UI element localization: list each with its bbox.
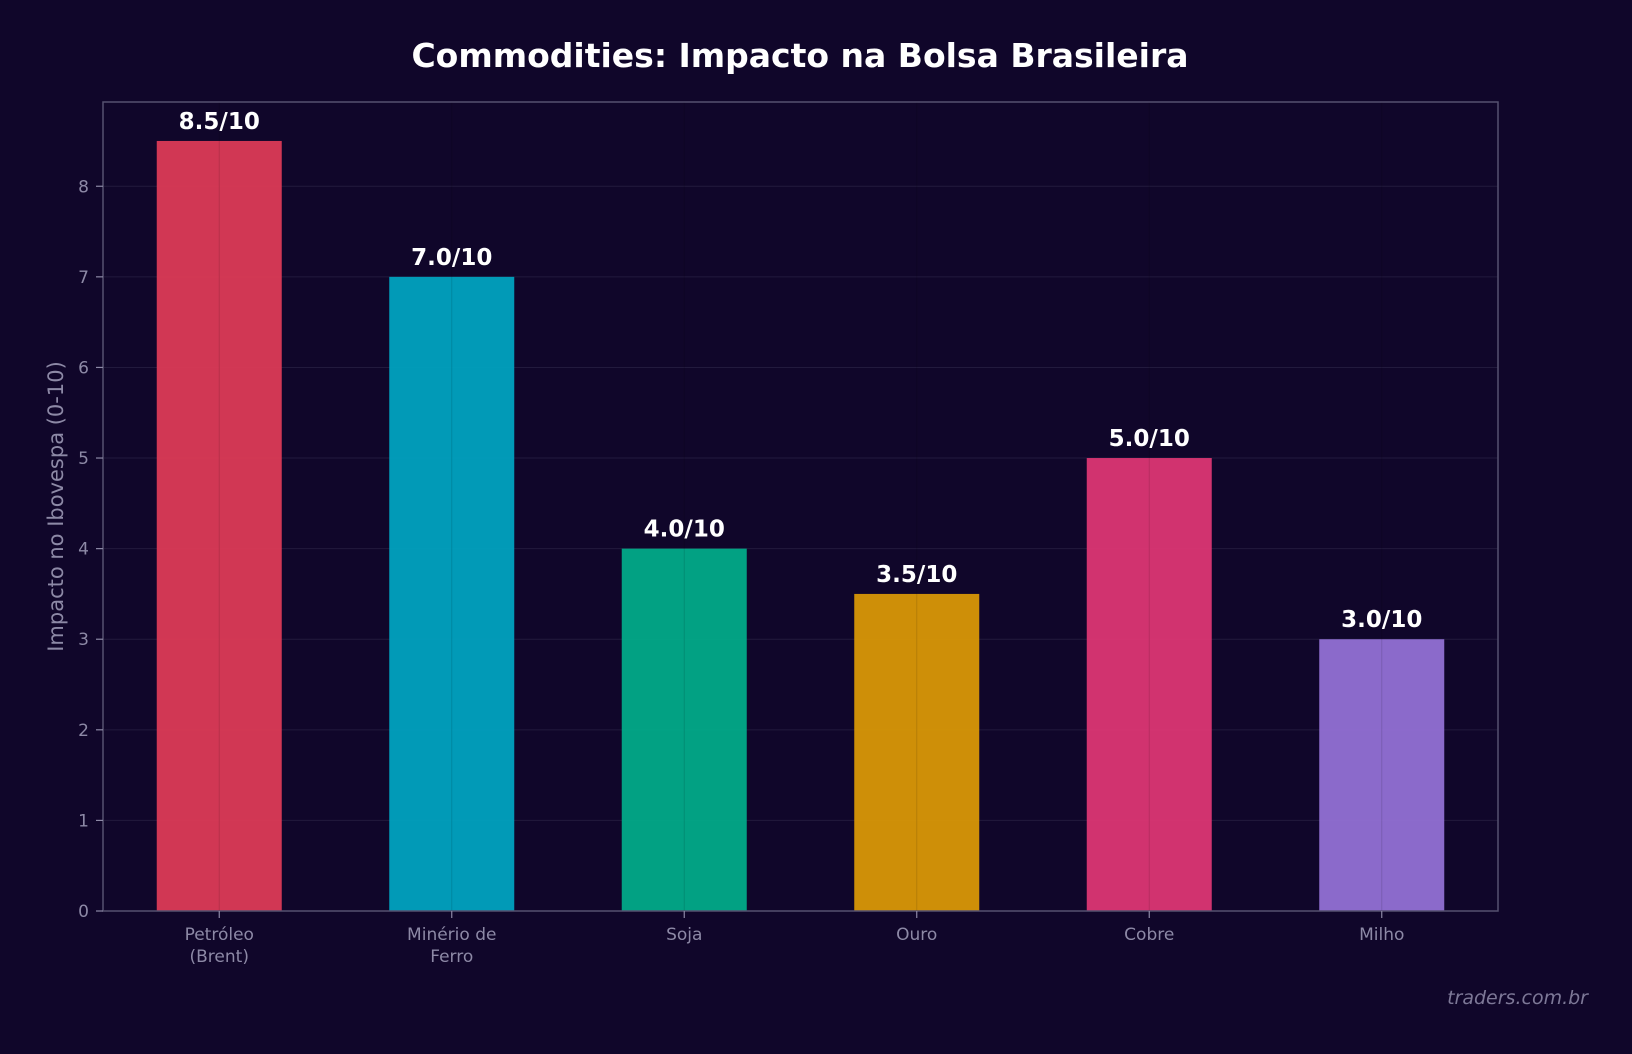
x-tick-label: Ouro xyxy=(896,925,937,945)
x-tick-label-line: Cobre xyxy=(1124,925,1174,945)
bar xyxy=(389,276,515,911)
y-axis-label: Impacto no Ibovespa (0-10) xyxy=(44,361,68,652)
watermark: traders.com.br xyxy=(1447,987,1588,1009)
x-tick-label-line: Ouro xyxy=(896,925,937,945)
x-tick-label: Minério de Ferro xyxy=(407,925,496,967)
y-tick-label: 4 xyxy=(78,540,89,560)
bar xyxy=(1319,639,1445,911)
y-tick-label: 2 xyxy=(78,721,89,741)
data-label: 8.5/10 xyxy=(179,109,260,135)
data-label: 5.0/10 xyxy=(1109,426,1190,452)
plot-frame xyxy=(102,101,1499,912)
y-tick-label: 1 xyxy=(78,811,89,831)
vertical-grid-lines xyxy=(218,102,1383,911)
x-tick-label-line: Petróleo xyxy=(185,925,254,945)
bar xyxy=(854,593,980,911)
x-tick-label-line: Ferro xyxy=(430,947,473,967)
x-tick-label: Soja xyxy=(666,925,702,945)
y-tick-label: 6 xyxy=(78,358,89,378)
y-tick-label: 3 xyxy=(78,630,89,650)
x-tick-label-line: Minério de xyxy=(407,925,496,945)
axes: 0 1 2 3 4 5 6 7 8 Petróleo (Brent) Minério de Ferro S… xyxy=(44,101,1499,967)
bar xyxy=(621,548,747,911)
chart-title: Commodities: Impacto na Bolsa Brasileira xyxy=(411,36,1189,75)
data-label: 3.0/10 xyxy=(1341,607,1422,633)
x-tick-label: Milho xyxy=(1359,925,1404,945)
y-tick-label: 7 xyxy=(78,268,89,288)
x-tick-label: Cobre xyxy=(1124,925,1174,945)
y-tick-label: 8 xyxy=(78,177,89,197)
data-label: 7.0/10 xyxy=(411,245,492,271)
bar xyxy=(1086,458,1212,911)
x-tick-label: Petróleo (Brent) xyxy=(185,925,254,967)
y-tick-label: 5 xyxy=(78,449,89,469)
y-tick-label: 0 xyxy=(78,902,89,922)
x-tick-label-line: (Brent) xyxy=(190,947,249,967)
data-labels: 8.5/10 7.0/10 4.0/10 3.5/10 5.0/10 3.0/10 xyxy=(179,109,1423,633)
grid-lines xyxy=(103,185,1498,912)
data-label: 3.5/10 xyxy=(876,562,957,588)
data-label: 4.0/10 xyxy=(644,517,725,543)
x-tick-label-line: Milho xyxy=(1359,925,1404,945)
bar xyxy=(156,140,282,911)
bars xyxy=(156,140,1445,911)
x-tick-label-line: Soja xyxy=(666,925,702,945)
